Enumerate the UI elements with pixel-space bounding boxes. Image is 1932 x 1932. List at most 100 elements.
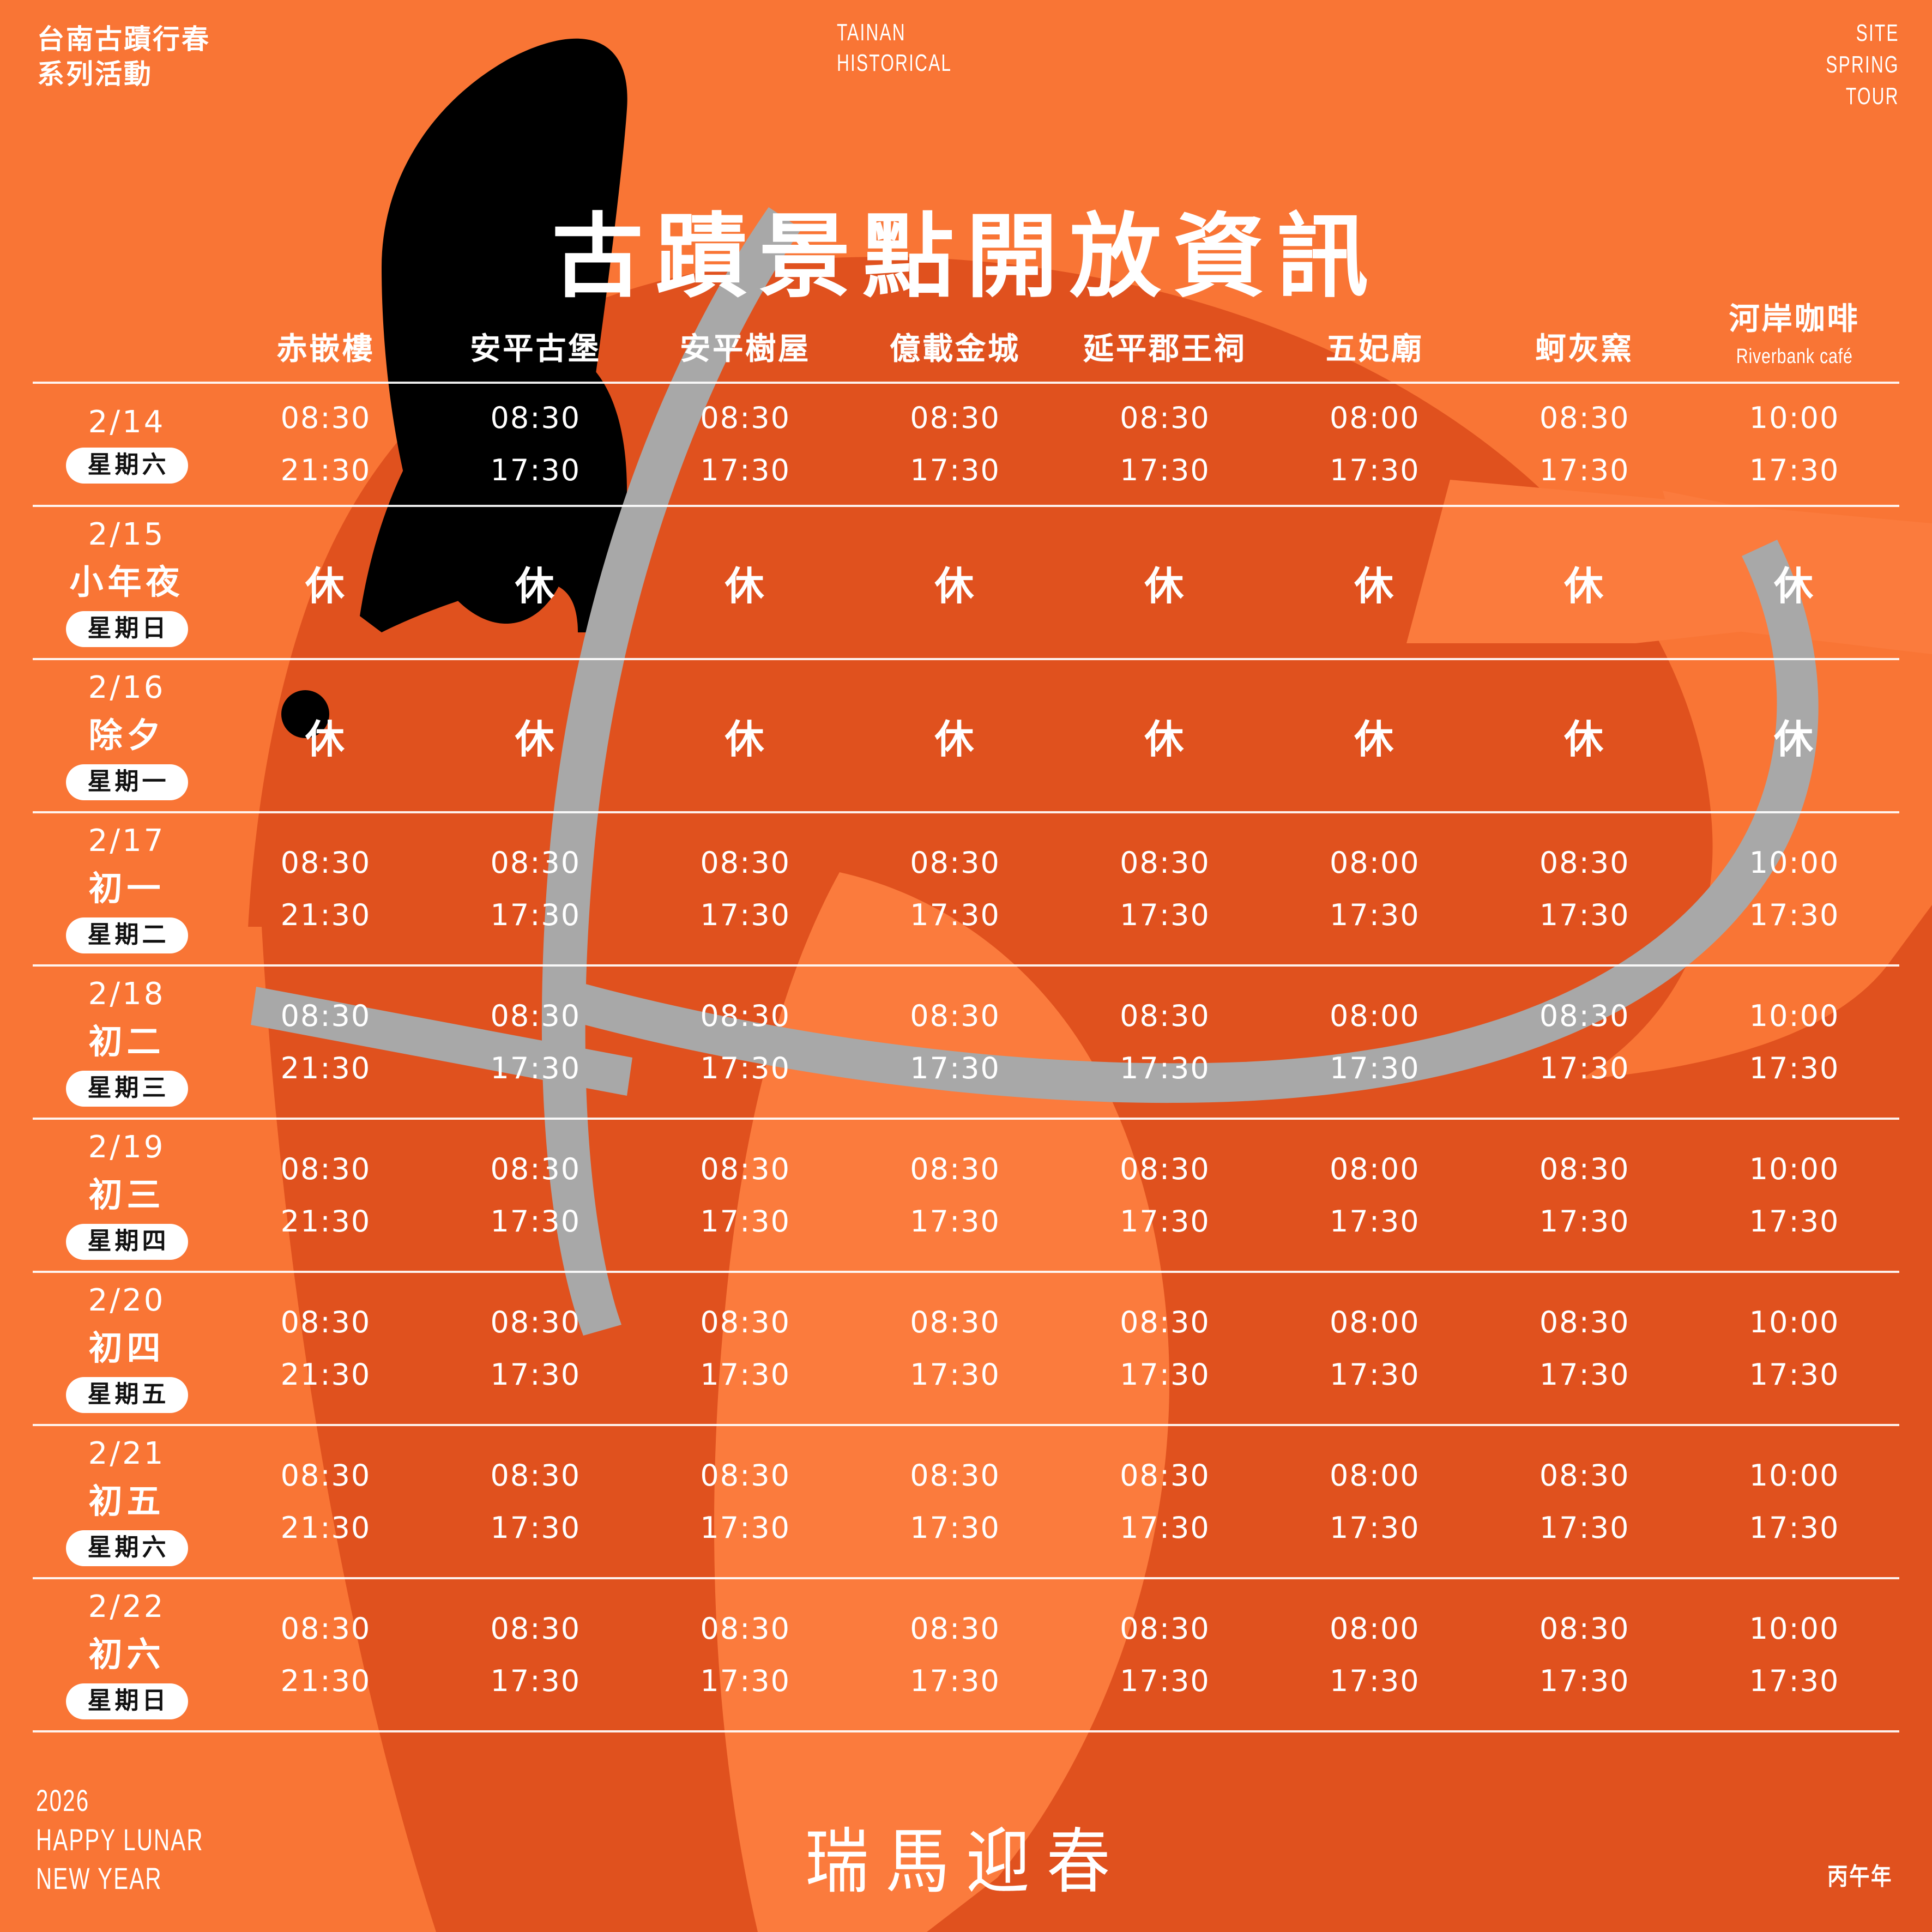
row-date: 2/20 (88, 1283, 166, 1318)
table-row: 2/19 初三 星期四 08:30 21:30 08:30 17:30 08:3… (33, 1120, 1899, 1273)
row-lunar-label: 小年夜 (69, 562, 184, 602)
table-cell: 08:30 17:30 (1060, 1579, 1270, 1730)
row-date-cell: 2/15 小年夜 星期日 (33, 507, 221, 658)
eyebrow-right: SITE SPRING TOUR (1826, 20, 1899, 110)
row-date-cell: 2/19 初三 星期四 (33, 1120, 221, 1271)
table-cell: 10:00 17:30 (1689, 1273, 1899, 1424)
close-time: 17:30 (1120, 897, 1210, 932)
closed-label: 休 (515, 563, 556, 609)
table-cell: 08:00 17:30 (1270, 1579, 1480, 1730)
row-lunar-label: 初四 (88, 1328, 165, 1368)
table-cell: 08:30 21:30 (221, 1579, 431, 1730)
table-cell: 08:30 17:30 (431, 1273, 641, 1424)
table-cell: 休 (221, 507, 431, 658)
table-cell: 08:30 17:30 (1480, 813, 1689, 964)
row-date-cell: 2/21 初五 星期六 (33, 1426, 221, 1577)
closed-label: 休 (1144, 716, 1186, 762)
close-time: 17:30 (490, 1510, 581, 1545)
row-date-cell: 2/22 初六 星期日 (33, 1579, 221, 1730)
open-time: 08:30 (1539, 845, 1630, 880)
table-cell: 08:30 17:30 (641, 967, 850, 1118)
bridle-strap-main (541, 207, 801, 1336)
closed-label: 休 (724, 563, 766, 609)
table-row: 2/21 初五 星期六 08:30 21:30 08:30 17:30 08:3… (33, 1426, 1899, 1579)
open-time: 08:30 (910, 1611, 1000, 1646)
open-time: 08:30 (700, 1611, 790, 1646)
row-lunar-label: 初二 (88, 1022, 165, 1061)
close-time: 17:30 (910, 453, 1000, 487)
open-time: 08:30 (700, 1458, 790, 1493)
table-cell: 10:00 17:30 (1689, 967, 1899, 1118)
open-time: 08:30 (280, 1151, 371, 1186)
open-time: 08:30 (280, 1305, 371, 1339)
table-row: 2/18 初二 星期三 08:30 21:30 08:30 17:30 08:3… (33, 967, 1899, 1120)
row-weekday-badge: 星期日 (65, 611, 188, 647)
table-cell: 08:30 17:30 (1480, 384, 1689, 505)
open-time: 10:00 (1749, 1458, 1840, 1493)
close-time: 17:30 (490, 1663, 581, 1698)
opening-hours-table: 赤嵌樓 安平古堡 安平樹屋 億載金城 延平郡王祠 五妃廟 蚵灰窯 (33, 283, 1899, 1732)
row-date: 2/18 (88, 976, 166, 1012)
open-time: 08:30 (910, 1151, 1000, 1186)
eyebrow-center: TAINAN HISTORICAL (837, 19, 952, 77)
close-time: 17:30 (1120, 1050, 1210, 1085)
row-weekday-badge: 星期五 (65, 1377, 188, 1413)
table-cell: 08:30 17:30 (431, 1426, 641, 1577)
table-cell: 休 (1689, 507, 1899, 658)
open-time: 08:30 (1120, 1151, 1210, 1186)
column-header-label: 安平古堡 (470, 331, 601, 367)
table-cell: 10:00 17:30 (1689, 1120, 1899, 1271)
table-cell: 08:30 17:30 (641, 1579, 850, 1730)
table-cell: 休 (1270, 507, 1480, 658)
close-time: 17:30 (1330, 453, 1420, 487)
table-row: 2/22 初六 星期日 08:30 21:30 08:30 17:30 08:3… (33, 1579, 1899, 1732)
column-header-anping-tree-house: 安平樹屋 (641, 324, 850, 382)
close-time: 17:30 (1539, 1663, 1630, 1698)
closed-label: 休 (1354, 563, 1396, 609)
open-time: 08:30 (1120, 845, 1210, 880)
table-cell: 08:30 17:30 (431, 1579, 641, 1730)
open-time: 08:30 (910, 998, 1000, 1033)
table-cell: 休 (1060, 660, 1270, 811)
open-time: 08:30 (1539, 998, 1630, 1033)
table-cell: 08:30 17:30 (431, 1120, 641, 1271)
open-time: 08:30 (910, 401, 1000, 435)
table-cell: 休 (1480, 507, 1689, 658)
muzzle-shape (714, 872, 1169, 1932)
close-time: 17:30 (910, 1204, 1000, 1239)
row-date: 2/15 (88, 517, 166, 552)
horse-eye-dot (281, 690, 329, 738)
closed-label: 休 (1354, 716, 1396, 762)
table-cell: 08:00 17:30 (1270, 384, 1480, 505)
close-time: 21:30 (280, 1510, 371, 1545)
open-time: 08:30 (1120, 401, 1210, 435)
close-time: 17:30 (700, 1510, 790, 1545)
close-time: 21:30 (280, 897, 371, 932)
close-time: 17:30 (910, 1357, 1000, 1392)
table-cell: 08:30 17:30 (850, 1120, 1060, 1271)
close-time: 17:30 (1330, 1510, 1420, 1545)
footer-greeting: 瑞馬迎春 (805, 1822, 1127, 1901)
column-header-label: 赤嵌樓 (276, 331, 375, 367)
close-time: 17:30 (1749, 1357, 1840, 1392)
page-title: 古蹟景點開放資訊 (552, 202, 1380, 310)
close-time: 17:30 (1330, 1050, 1420, 1085)
table-row: 2/17 初一 星期二 08:30 21:30 08:30 17:30 08:3… (33, 813, 1899, 967)
row-weekday-badge: 星期四 (65, 1224, 188, 1260)
close-time: 17:30 (1539, 1510, 1630, 1545)
close-time: 17:30 (700, 1663, 790, 1698)
table-cell: 休 (431, 660, 641, 811)
table-cell: 08:00 17:30 (1270, 1120, 1480, 1271)
close-time: 21:30 (280, 1357, 371, 1392)
close-time: 17:30 (1749, 1663, 1840, 1698)
table-header-row: 赤嵌樓 安平古堡 安平樹屋 億載金城 延平郡王祠 五妃廟 蚵灰窯 (33, 283, 1899, 384)
table-cell: 休 (850, 507, 1060, 658)
close-time: 21:30 (280, 453, 371, 487)
table-cell: 08:30 21:30 (221, 384, 431, 505)
table-cell: 08:30 21:30 (221, 967, 431, 1118)
table-cell: 08:30 17:30 (850, 1273, 1060, 1424)
close-time: 17:30 (910, 1510, 1000, 1545)
close-time: 17:30 (1330, 897, 1420, 932)
table-cell: 08:30 17:30 (1060, 967, 1270, 1118)
